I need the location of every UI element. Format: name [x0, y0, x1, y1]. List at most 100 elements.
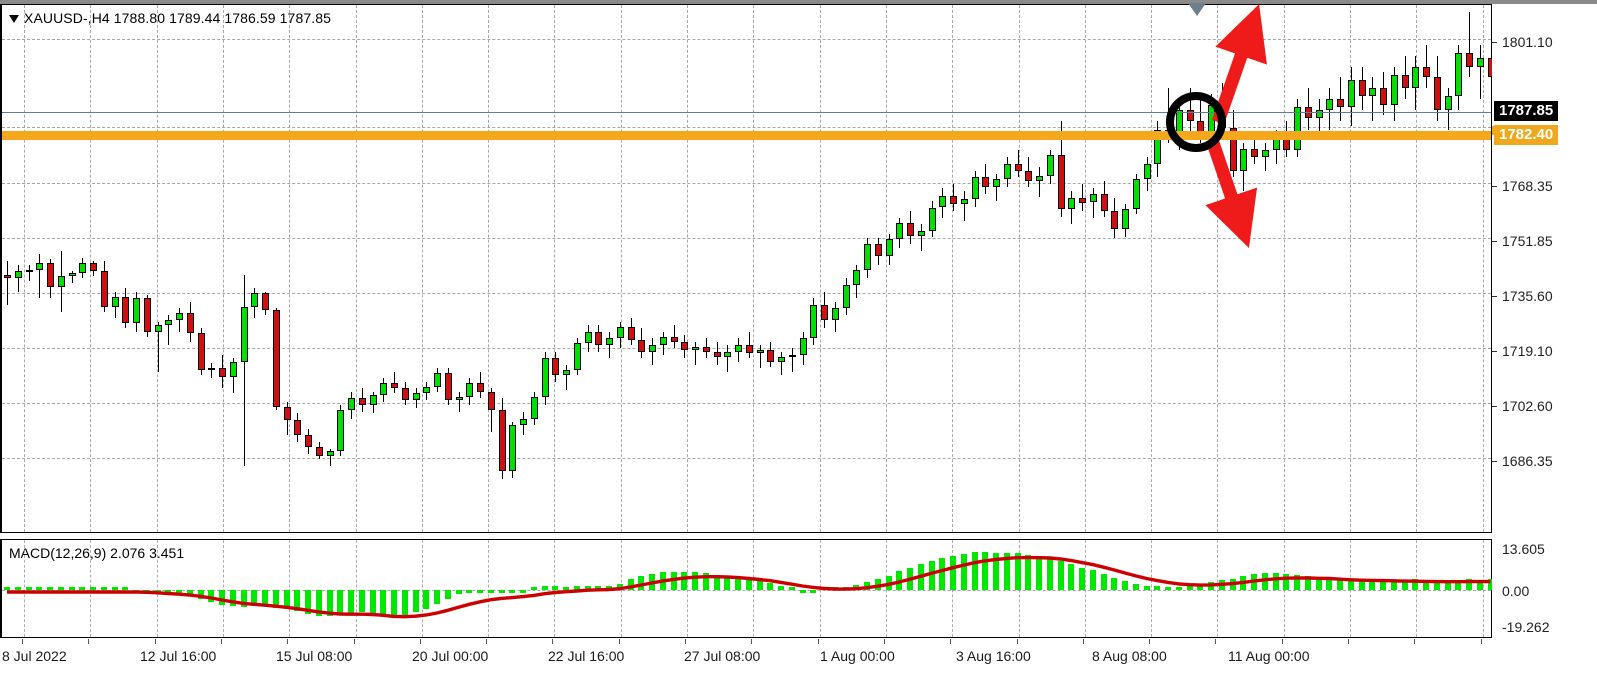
macd-histogram-bar — [960, 553, 967, 590]
candle-body — [1390, 74, 1398, 105]
candle-body — [1143, 163, 1151, 180]
macd-histogram-bar — [788, 587, 795, 590]
candlestick — [348, 5, 355, 532]
macd-histogram-bar — [272, 590, 279, 608]
candle-body — [907, 222, 914, 236]
candle-body — [186, 313, 194, 334]
candle-body — [154, 325, 162, 332]
candle-body — [563, 370, 570, 375]
candle-body — [982, 177, 990, 188]
candlestick — [960, 5, 968, 532]
candlestick — [1229, 5, 1237, 532]
candle-body — [1347, 80, 1355, 108]
macd-histogram-bar — [111, 587, 118, 590]
candlestick — [79, 5, 87, 532]
candle-body — [745, 345, 753, 354]
macd-histogram-bar — [520, 590, 526, 593]
macd-histogram-bar — [1390, 579, 1397, 590]
macd-histogram-bar — [1455, 579, 1462, 590]
macd-histogram-bar — [315, 590, 322, 616]
candle-body — [1036, 175, 1043, 181]
price-axis-label: 1751.85 — [1502, 233, 1553, 249]
price-tick — [1492, 406, 1497, 407]
candle-body — [713, 351, 721, 357]
macd-histogram-bar — [14, 587, 21, 590]
candle-wick — [727, 345, 729, 372]
time-gridline — [620, 5, 622, 532]
macd-histogram-bar — [423, 590, 430, 609]
candlestick — [401, 5, 409, 532]
candle-body — [36, 262, 44, 270]
time-gridline — [1350, 5, 1351, 532]
macd-histogram-bar — [348, 590, 354, 614]
candle-body — [1251, 148, 1258, 158]
candlestick — [885, 5, 893, 532]
time-tick — [552, 639, 554, 644]
macd-histogram-bar — [1197, 584, 1204, 590]
candlestick — [272, 5, 280, 532]
candle-body — [896, 222, 904, 240]
macd-histogram-bar — [122, 587, 129, 590]
candlestick — [1294, 5, 1301, 532]
price-chart-pane[interactable]: XAUUSD-,H4 1788.80 1789.44 1786.59 1787.… — [0, 4, 1495, 533]
time-gridline — [1482, 5, 1484, 532]
macd-histogram-bar — [530, 587, 537, 590]
macd-histogram-bar — [638, 576, 645, 590]
candle-body — [1433, 77, 1441, 110]
macd-histogram-bar — [745, 579, 752, 590]
candle-body — [1154, 129, 1162, 164]
candle-wick — [1092, 187, 1094, 218]
candlestick — [4, 5, 11, 532]
price-axis[interactable]: 1801.101784.851768.351751.851735.601719.… — [1492, 4, 1597, 533]
time-gridline — [421, 5, 423, 532]
candlestick — [864, 5, 871, 532]
macd-histogram-bar — [584, 585, 591, 590]
macd-histogram-bar — [1412, 579, 1419, 590]
macd-histogram-bar — [208, 590, 215, 602]
macd-histogram-bar — [1079, 567, 1085, 590]
candlestick — [939, 5, 947, 532]
candlestick — [358, 5, 366, 532]
time-tick — [353, 639, 355, 644]
time-tick — [1016, 639, 1018, 644]
time-gridline — [24, 5, 25, 532]
candlestick — [1036, 5, 1043, 532]
candle-body — [1057, 155, 1065, 210]
time-axis-label: 1 Aug 00:00 — [820, 648, 895, 664]
candle-body — [47, 262, 54, 287]
triangle-down-icon[interactable] — [9, 15, 19, 23]
candle-wick — [329, 449, 331, 466]
macd-axis: 13.605 0.00 -19.262 — [1492, 539, 1597, 638]
macd-time-gridline — [753, 540, 755, 637]
macd-indicator-pane[interactable]: MACD(12,26,9) 2.076 3.451 — [0, 539, 1494, 638]
candle-wick — [1479, 44, 1481, 100]
macd-histogram-bar — [1122, 581, 1128, 590]
time-axis-label: 11 Aug 00:00 — [1228, 648, 1310, 664]
candle-body — [4, 274, 11, 279]
time-tick — [883, 639, 885, 644]
price-axis-label: 1735.60 — [1502, 288, 1553, 304]
candlestick — [928, 5, 936, 532]
time-axis[interactable]: 8 Jul 2022 12 Jul 16:00 15 Jul 08:00 20 Jul… — [0, 638, 1597, 675]
candle-wick — [28, 264, 30, 282]
candlestick — [143, 5, 151, 532]
candle-body — [541, 358, 549, 397]
macd-histogram-bar — [25, 587, 32, 590]
candle-body — [283, 406, 291, 421]
macd-histogram-bar — [251, 590, 258, 606]
candlestick — [477, 5, 484, 532]
candle-wick — [1082, 184, 1083, 211]
candlestick — [1390, 5, 1398, 532]
macd-histogram-bar — [724, 576, 731, 590]
candle-body — [1315, 109, 1323, 119]
candlestick — [423, 5, 431, 532]
macd-histogram-bar — [337, 590, 344, 615]
macd-histogram-bar — [1057, 560, 1064, 590]
candle-wick — [394, 371, 395, 394]
candlestick — [810, 5, 818, 532]
candle-body — [1208, 104, 1215, 134]
candle-body — [552, 358, 560, 375]
macd-histogram-bar — [1261, 573, 1268, 590]
candlestick — [659, 5, 667, 532]
time-gridline — [1018, 5, 1020, 532]
